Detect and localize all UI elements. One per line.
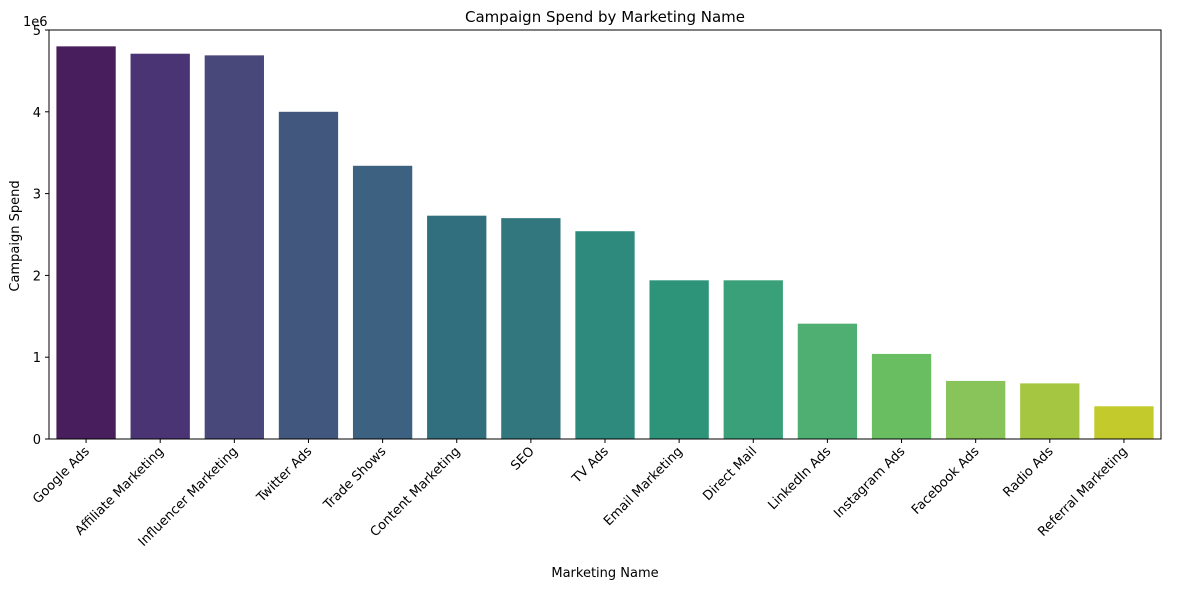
bar-direct-mail	[723, 280, 783, 439]
bar-linkedin-ads	[797, 323, 858, 439]
y-tick-label: 1	[33, 351, 41, 366]
x-tick-label: Email Marketing	[601, 444, 686, 529]
x-tick-label: Twitter Ads	[253, 444, 315, 506]
x-tick-label: Trade Shows	[320, 444, 389, 513]
bar-radio-ads	[1020, 383, 1080, 439]
x-tick-label: LinkedIn Ads	[765, 444, 834, 513]
bar-content-marketing	[427, 215, 487, 439]
y-tick-label: 3	[33, 188, 41, 203]
plot-frame	[48, 29, 1162, 440]
x-tick-label: Instagram Ads	[831, 444, 908, 521]
x-tick-label: TV Ads	[569, 444, 612, 487]
x-tick-label: Direct Mail	[700, 444, 760, 504]
bar-tv-ads	[575, 231, 635, 439]
y-tick-label: 0	[33, 433, 41, 448]
bar-affiliate-marketing	[130, 53, 190, 440]
x-tick-label: Facebook Ads	[909, 444, 983, 518]
bar-influencer-marketing	[204, 55, 264, 439]
bar-google-ads	[56, 46, 116, 440]
bar-email-marketing	[649, 280, 709, 439]
bar-instagram-ads	[871, 353, 932, 439]
chart-title: Campaign Spend by Marketing Name	[465, 8, 745, 26]
y-scale-label: 1e6	[23, 15, 48, 30]
x-tick-label: SEO	[508, 444, 537, 473]
x-tick-label: Google Ads	[30, 444, 93, 507]
y-axis-title: Campaign Spend	[8, 180, 23, 291]
y-tick-label: 2	[33, 269, 41, 284]
bar-facebook-ads	[946, 380, 1006, 439]
bar-referral-marketing	[1094, 406, 1154, 439]
bar-trade-shows	[352, 165, 413, 439]
bar-seo	[501, 218, 561, 439]
bar-twitter-ads	[278, 111, 339, 440]
x-axis-title: Marketing Name	[551, 566, 658, 581]
y-tick-label: 4	[33, 106, 41, 121]
x-tick-label: Radio Ads	[1001, 444, 1057, 500]
y-tick-label: 5	[33, 24, 41, 39]
